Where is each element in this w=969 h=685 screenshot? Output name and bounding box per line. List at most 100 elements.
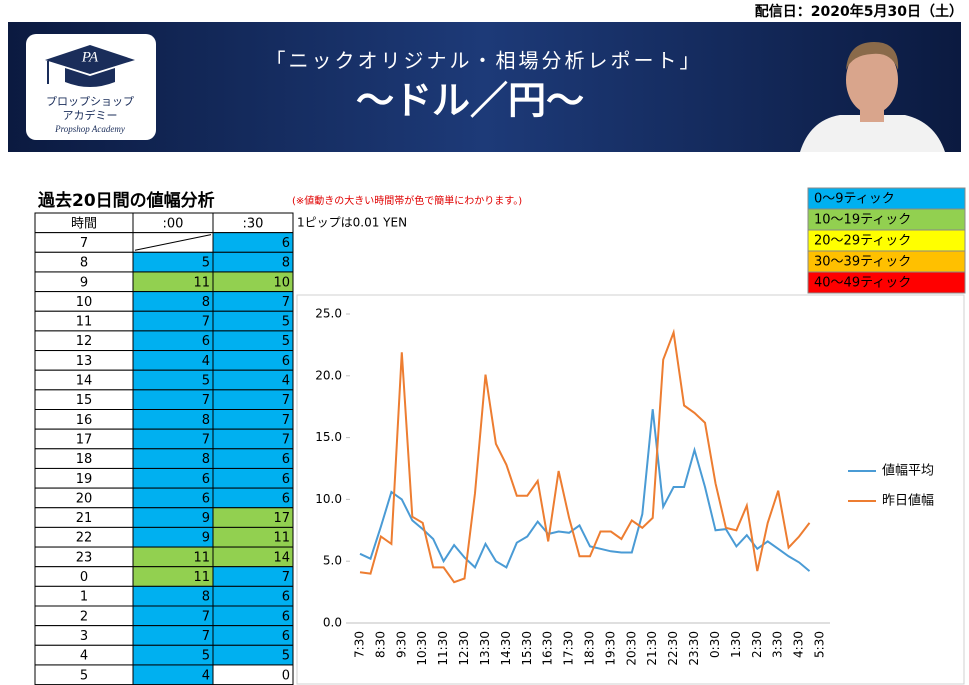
hour-label: 20 <box>76 491 93 506</box>
hour-label: 21 <box>76 511 93 526</box>
cell-value: 11 <box>193 550 210 565</box>
cell-value: 0 <box>282 668 290 683</box>
y-tick-label: 20.0 <box>315 368 342 382</box>
cell-value: 7 <box>202 609 210 624</box>
x-tick-label: 17:30 <box>562 631 576 666</box>
pip-note: 1ピップは0.01 YEN <box>297 216 407 230</box>
cell-value: 6 <box>282 629 290 644</box>
cell-value: 11 <box>193 570 210 585</box>
x-tick-label: 2:30 <box>750 631 764 658</box>
hour-label: 12 <box>76 334 93 349</box>
photo <box>800 42 945 152</box>
column-header: :30 <box>243 216 264 231</box>
y-tick-label: 10.0 <box>315 492 342 506</box>
cell-value: 6 <box>282 452 290 467</box>
cell-value: 5 <box>202 374 210 389</box>
cell-value: 9 <box>202 511 210 526</box>
hour-label: 1 <box>80 590 88 605</box>
cell-value: 7 <box>282 393 290 408</box>
hour-label: 10 <box>76 295 93 310</box>
y-tick-label: 0.0 <box>323 616 342 630</box>
x-tick-label: 1:30 <box>729 631 743 658</box>
cell-value: 14 <box>273 550 290 565</box>
section-title: 過去20日間の値幅分析 <box>38 190 215 211</box>
cell-value: 8 <box>202 590 210 605</box>
x-tick-label: 0:30 <box>708 631 722 658</box>
x-tick-label: 13:30 <box>478 631 492 666</box>
series-line <box>359 328 811 584</box>
legend-label: 値幅平均 <box>882 463 934 479</box>
cell-value: 4 <box>202 354 210 369</box>
column-header: :00 <box>163 216 184 231</box>
hour-label: 17 <box>76 432 93 447</box>
cell-value: 5 <box>282 334 290 349</box>
diagonal <box>134 234 212 251</box>
x-tick-label: 10:30 <box>415 631 429 666</box>
cell-value: 8 <box>202 452 210 467</box>
banner <box>8 22 961 152</box>
hour-label: 4 <box>80 649 88 664</box>
x-tick-label: 3:30 <box>771 631 785 658</box>
date: 配信日：2020年5月30日（土） <box>755 3 963 20</box>
hour-label: 22 <box>76 531 93 546</box>
cell-value: 5 <box>282 649 290 664</box>
hour-label: 18 <box>76 452 93 467</box>
hour-label: 2 <box>80 609 88 624</box>
chart-frame <box>296 294 965 685</box>
line-chart: 0.0 5.0 10.0 15.0 20.0 25.0 7:30 8:30 9:30 10:30 1… <box>315 307 934 666</box>
cell-value: 6 <box>282 472 290 487</box>
cell-value: 6 <box>282 609 290 624</box>
cell-value: 7 <box>202 432 210 447</box>
cell-value: 7 <box>282 413 290 428</box>
hour-label: 15 <box>76 393 93 408</box>
y-tick-label: 5.0 <box>323 554 342 568</box>
x-tick-label: 18:30 <box>583 631 597 666</box>
logo-text: Propshop Academy <box>54 124 125 134</box>
x-tick-label: 4:30 <box>792 631 806 658</box>
x-tick-label: 12:30 <box>457 631 471 666</box>
cell-value: 8 <box>202 413 210 428</box>
banner-subtitle: 「ニックオリジナル・相場分析レポート」 <box>266 49 703 73</box>
cell-value: 11 <box>273 531 290 546</box>
series-line <box>359 409 811 572</box>
legend-label: 30〜39ティック <box>814 255 911 270</box>
cell-value: 10 <box>273 275 290 290</box>
x-tick-label: 21:30 <box>645 631 659 666</box>
color-legend: 0〜9ティック 10〜19ティック 20〜29ティック 30〜39ティック 40〜49テ… <box>807 187 966 294</box>
legend-label: 0〜9ティック <box>814 192 895 207</box>
cell-value: 6 <box>282 354 290 369</box>
cell-value: 11 <box>193 275 210 290</box>
cell-value: 6 <box>282 236 290 251</box>
hour-label: 19 <box>76 472 93 487</box>
legend-label: 20〜29ティック <box>814 234 911 249</box>
x-tick-label: 22:30 <box>666 631 680 666</box>
hour-label: 11 <box>76 315 93 330</box>
cell-value: 5 <box>282 315 290 330</box>
legend-swatch <box>807 271 966 294</box>
cell-value: 6 <box>282 491 290 506</box>
hour-label: 7 <box>80 236 88 251</box>
cell-value: 7 <box>202 393 210 408</box>
legend-label: 40〜49ティック <box>814 276 911 291</box>
cell-value: 7 <box>282 570 290 585</box>
hour-label: 3 <box>80 629 88 644</box>
cell-value: 9 <box>202 531 210 546</box>
hour-label: 23 <box>76 550 93 565</box>
x-tick-label: 20:30 <box>624 631 638 666</box>
cell-value: 8 <box>202 295 210 310</box>
cell-value: 6 <box>202 491 210 506</box>
hour-label: 14 <box>76 374 93 389</box>
x-tick-label: 15:30 <box>520 631 534 666</box>
cell-value: 6 <box>282 590 290 605</box>
cell-value: 7 <box>202 315 210 330</box>
cell-value: 6 <box>202 472 210 487</box>
cell-value: 17 <box>273 511 290 526</box>
y-tick-label: 15.0 <box>315 430 342 444</box>
logo-text: プロップショップ <box>46 95 134 108</box>
cell-value: 6 <box>202 334 210 349</box>
x-tick-label: 23:30 <box>687 631 701 666</box>
hour-label: 8 <box>80 256 88 271</box>
hour-label: 16 <box>76 413 93 428</box>
y-tick-label: 25.0 <box>315 307 342 321</box>
